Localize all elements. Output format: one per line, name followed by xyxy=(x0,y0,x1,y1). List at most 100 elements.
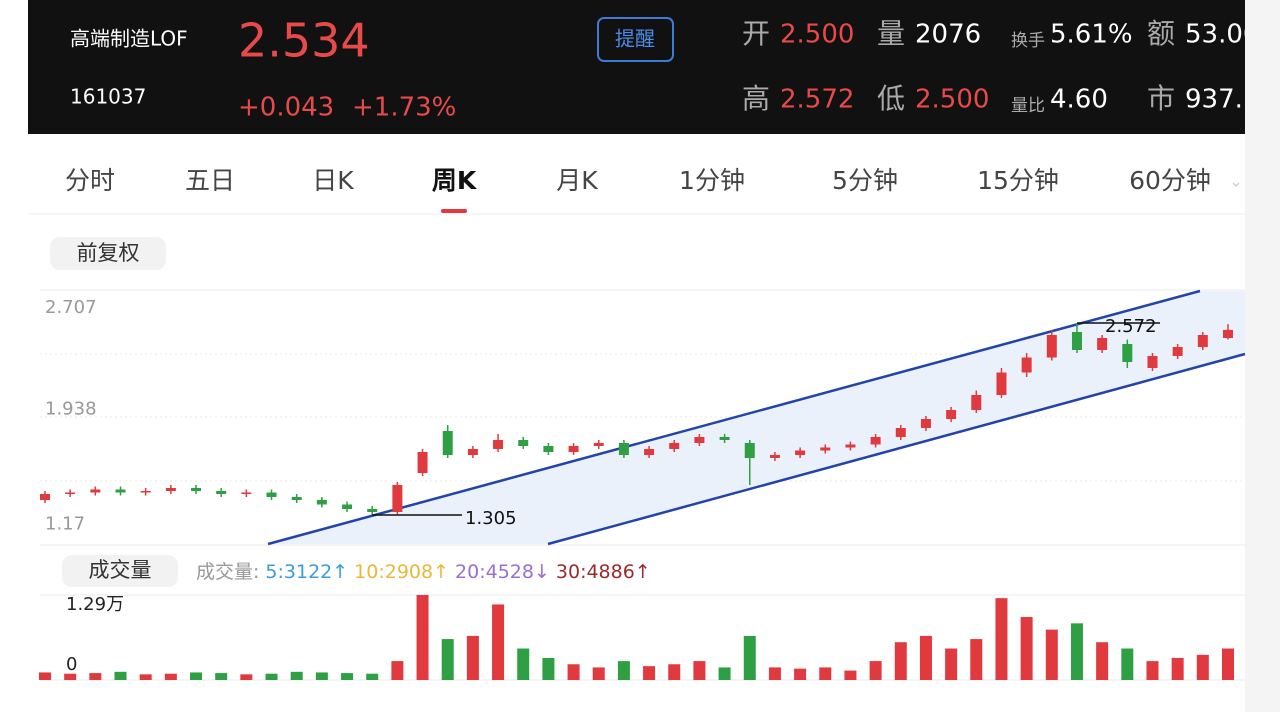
stat-value: 4.60 xyxy=(1050,85,1108,115)
volume-bar xyxy=(693,661,706,680)
legend-entry: 10:2908↑ xyxy=(354,561,449,583)
candle-body xyxy=(266,492,277,497)
adjust-label[interactable]: 前复权 xyxy=(77,241,140,265)
tab-more: ⌄ xyxy=(1229,172,1242,191)
volume-tick-label: 0 xyxy=(66,654,77,675)
candle-body xyxy=(694,437,705,443)
volume-bar xyxy=(995,598,1008,680)
volume-bar xyxy=(1221,648,1234,680)
stat-label: 额 xyxy=(1147,17,1175,50)
y-tick-label: 2.707 xyxy=(45,297,97,318)
legend-entry: 20:4528↓ xyxy=(455,561,550,583)
candle-body xyxy=(467,449,478,455)
volume-bar xyxy=(567,664,580,680)
volume-bar xyxy=(517,648,530,680)
volume-bar xyxy=(139,674,152,680)
candle-body xyxy=(920,419,931,428)
tab[interactable]: 15分钟 xyxy=(977,166,1059,195)
y-tick-label: 1.938 xyxy=(45,398,97,419)
volume-bar xyxy=(492,604,505,680)
volume-bar xyxy=(341,673,354,680)
candle-body xyxy=(1097,338,1108,350)
stat-label: 高 xyxy=(742,82,770,115)
volume-bar xyxy=(794,668,807,680)
tab[interactable]: 60分钟 xyxy=(1129,166,1211,195)
candle-body xyxy=(216,491,227,494)
stat-label: 量 xyxy=(877,17,905,50)
channel-lower xyxy=(547,352,1246,546)
candle-body xyxy=(1147,356,1158,368)
candle-body xyxy=(1046,335,1057,358)
candle-body xyxy=(316,500,327,505)
volume-bar xyxy=(643,666,656,680)
volume-bar xyxy=(919,635,932,680)
volume-bar xyxy=(1146,661,1159,680)
stat-label: 低 xyxy=(877,82,905,115)
volume-bar xyxy=(265,673,278,680)
volume-bar xyxy=(592,667,605,680)
volume-bar xyxy=(1070,623,1083,680)
tab[interactable]: 周K xyxy=(432,166,478,195)
adjust-pill[interactable] xyxy=(50,237,166,270)
high-annotation: 2.572 xyxy=(1105,316,1157,337)
candle-body xyxy=(946,410,957,419)
volume-bar xyxy=(894,642,907,680)
candle-body xyxy=(996,372,1007,395)
volume-bar xyxy=(1045,629,1058,680)
volume-bar xyxy=(391,661,404,680)
stat-label: 开 xyxy=(742,17,770,50)
volume-label[interactable]: 成交量 xyxy=(89,558,152,582)
volume-bar xyxy=(39,672,51,680)
candle-body xyxy=(1021,357,1032,373)
stat-value: 2.500 xyxy=(915,85,989,115)
low-annotation: 1.305 xyxy=(465,508,517,529)
alert-button[interactable] xyxy=(597,17,674,62)
volume-bar xyxy=(466,635,479,680)
volume-bar xyxy=(1121,648,1134,680)
volume-pill[interactable] xyxy=(62,555,178,587)
y-tick-label: 1.17 xyxy=(45,514,85,535)
stat-value: 2076 xyxy=(915,20,981,50)
candle-body xyxy=(644,449,655,455)
candle-body xyxy=(744,443,755,458)
stat-value: 937.7 xyxy=(1185,85,1259,115)
tab-indicator xyxy=(441,209,467,213)
candle-body xyxy=(241,492,252,494)
volume-bar xyxy=(743,635,756,680)
candle-body xyxy=(1071,332,1082,350)
candle-body xyxy=(719,437,730,440)
volume-bar xyxy=(668,664,681,680)
candle-body xyxy=(795,450,806,455)
candle-body xyxy=(1222,329,1233,338)
tab[interactable]: 五日 xyxy=(185,166,235,195)
candle-body xyxy=(392,485,403,512)
volume-bar xyxy=(718,667,731,680)
tab[interactable]: 5分钟 xyxy=(832,166,898,195)
candle-body xyxy=(493,440,504,449)
candle-body xyxy=(191,488,202,491)
tab[interactable]: 月K xyxy=(556,166,598,195)
volume-bar xyxy=(366,673,379,680)
legend-entry: 5:3122↑ xyxy=(265,561,348,583)
volume-bar xyxy=(89,673,102,680)
candle-body xyxy=(543,446,554,452)
tab[interactable]: 分时 xyxy=(65,166,115,195)
candle-body xyxy=(90,489,101,493)
volume-bar xyxy=(1196,654,1209,680)
volume-bar xyxy=(64,673,77,680)
stat-value: 53.00 xyxy=(1185,20,1259,50)
legend-entry: 30:4886↑ xyxy=(556,561,651,583)
candle-body xyxy=(40,494,50,500)
candle-body xyxy=(165,488,176,491)
volume-bar xyxy=(190,672,203,680)
tab[interactable]: 日K xyxy=(312,166,354,195)
tab[interactable]: 1分钟 xyxy=(679,166,745,195)
candle-body xyxy=(442,431,453,455)
volume-bar xyxy=(1096,642,1109,680)
candle-body xyxy=(1122,344,1133,362)
alert-text[interactable]: 提醒 xyxy=(615,27,655,51)
volume-bar xyxy=(768,667,781,680)
volume-bar xyxy=(315,672,328,680)
volume-bar xyxy=(215,673,228,680)
